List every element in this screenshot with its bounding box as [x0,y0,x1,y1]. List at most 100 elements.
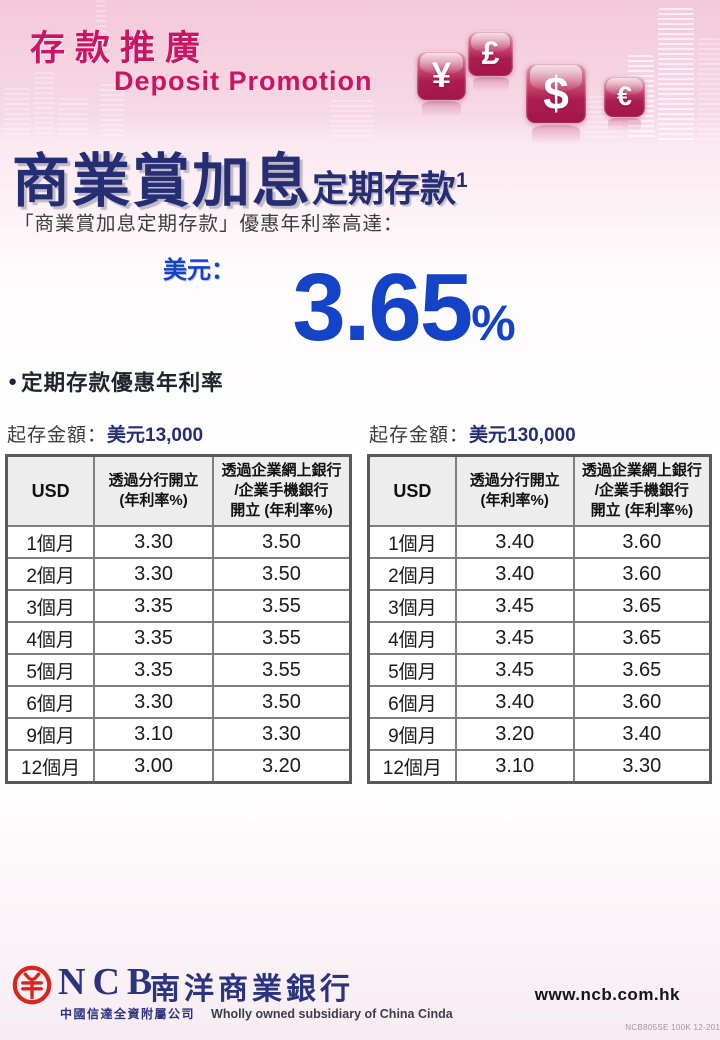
product-title: 商業賞加息 定期存款 1 [12,134,468,218]
rate-cell: 3.20 [211,749,352,784]
tenor-cell: 1個月 [367,525,457,559]
subsidiary-line: 中國信達全資附屬公司 Wholly owned subsidiary of Ch… [60,1005,453,1022]
rate-cell: 3.00 [93,749,214,784]
rate-cell: 3.65 [572,621,712,655]
section-title: 定期存款優惠年利率 [21,371,224,395]
rate-cell: 3.40 [572,717,712,751]
table-row: 3個月 3.35 3.55 [5,589,352,623]
rate-cell: 3.40 [454,525,575,559]
tenor-cell: 6個月 [5,685,96,719]
skyline-building [58,98,88,138]
skyline-building [330,100,374,140]
skyline-building [34,72,54,138]
rate-cell: 3.30 [93,685,214,719]
product-title-sub: 定期存款 [312,168,457,209]
col-header-currency: USD [367,454,457,527]
section-heading: ● 定期存款優惠年利率 [8,366,224,397]
table-row: 9個月 3.20 3.40 [367,717,712,751]
table-caption: 起存金額：美元13,000 [7,420,352,447]
rate-cell: 3.60 [572,557,712,591]
tenor-cell: 12個月 [367,749,457,784]
table-row: 5個月 3.45 3.65 [367,653,712,687]
skyline-building [658,8,694,140]
table-row: 1個月 3.40 3.60 [367,525,712,559]
table-row: 6個月 3.30 3.50 [5,685,352,719]
footnote-marker: 1 [456,169,468,192]
rate-cell: 3.30 [93,525,214,559]
euro-icon: € [604,76,645,132]
pound-icon: £ [468,31,513,92]
rate-cell: 3.10 [93,717,214,751]
rates-table: USD 透過分行開立 (年利率%) 透過企業網上銀行 /企業手機銀行 開立 (年… [367,454,712,784]
tenor-cell: 9個月 [5,717,96,751]
bank-abbr: NCB [58,961,160,1003]
rate-cell: 3.35 [93,621,214,655]
caption-prefix: 起存金額： [369,425,470,446]
rate-cell: 3.55 [211,621,352,655]
rate-table-usd-13000: 起存金額：美元13,000 USD 透過分行開立 (年利率%) 透過企業網上銀行… [5,420,352,784]
rate-cell: 3.45 [454,621,575,655]
campaign-title-en: Deposit Promotion [114,66,373,96]
table-caption: 起存金額：美元130,000 [369,420,712,447]
table-body: 1個月 3.30 3.50 2個月 3.30 3.50 3個月 3.35 3.55 4個月 3.35… [5,525,352,784]
rate-cell: 3.55 [211,589,352,623]
headline-rate: 3.65% [0,260,720,356]
table-row: 6個月 3.40 3.60 [367,685,712,719]
campaign-title-zh: 存款推廣 [30,29,211,68]
ncb-logo-icon [12,965,52,1005]
rate-cell: 3.45 [454,589,575,623]
skyline-building [100,84,124,138]
skyline-building [698,38,720,140]
table-row: 2個月 3.30 3.50 [5,557,352,591]
rate-cell: 3.50 [211,685,352,719]
bullet-icon: ● [8,373,18,390]
table-header-row: USD 透過分行開立 (年利率%) 透過企業網上銀行 /企業手機銀行 開立 (年… [5,454,352,527]
skyline-building [96,0,106,34]
tenor-cell: 2個月 [5,557,96,591]
tenor-cell: 5個月 [5,653,96,687]
headline-rate-unit: % [471,295,516,351]
tenor-cell: 3個月 [5,589,96,623]
tenor-cell: 6個月 [367,685,457,719]
rate-cell: 3.35 [93,653,214,687]
table-row: 5個月 3.35 3.55 [5,653,352,687]
table-row: 4個月 3.35 3.55 [5,621,352,655]
tenor-cell: 5個月 [367,653,457,687]
rate-cell: 3.30 [211,717,352,751]
col-header-online: 透過企業網上銀行 /企業手機銀行 開立 (年利率%) [211,454,352,527]
bank-name-zh: 南洋商業銀行 [150,973,354,1006]
rates-table: USD 透過分行開立 (年利率%) 透過企業網上銀行 /企業手機銀行 開立 (年… [5,454,352,784]
rate-cell: 3.35 [93,589,214,623]
subsidiary-zh: 中國信達全資附屬公司 [60,1007,196,1021]
caption-prefix: 起存金額： [7,425,108,446]
caption-amount: 美元130,000 [469,425,576,446]
rate-cell: 3.45 [454,653,575,687]
website-link[interactable]: www.ncb.com.hk [534,985,680,1004]
print-code: NCB805SE 100K 12-2016 [625,1023,720,1032]
rate-cell: 3.65 [572,653,712,687]
rate-cell: 3.10 [454,749,575,784]
table-row: 3個月 3.45 3.65 [367,589,712,623]
promo-tagline: 「商業賞加息定期存款」優惠年利率高達： [14,213,404,235]
yen-icon: ¥ [417,51,466,118]
tenor-cell: 4個月 [367,621,457,655]
col-header-branch: 透過分行開立 (年利率%) [454,454,575,527]
footer: NCB 南洋商業銀行 中國信達全資附屬公司 Wholly owned subsi… [0,948,720,1040]
headline-rate-value: 3.65 [292,254,473,361]
table-header-row: USD 透過分行開立 (年利率%) 透過企業網上銀行 /企業手機銀行 開立 (年… [367,454,712,527]
rate-cell: 3.55 [211,653,352,687]
rate-cell: 3.40 [454,557,575,591]
table-row: 9個月 3.10 3.30 [5,717,352,751]
table-row: 12個月 3.00 3.20 [5,749,352,784]
rate-cell: 3.40 [454,685,575,719]
table-row: 4個月 3.45 3.65 [367,621,712,655]
table-body: 1個月 3.40 3.60 2個月 3.40 3.60 3個月 3.45 3.65 4個月 3.45… [367,525,712,784]
subsidiary-en: Wholly owned subsidiary of China Cinda [211,1007,453,1021]
table-row: 2個月 3.40 3.60 [367,557,712,591]
tenor-cell: 12個月 [5,749,96,784]
rate-cell: 3.20 [454,717,575,751]
rate-cell: 3.30 [93,557,214,591]
rate-cell: 3.30 [572,749,712,784]
rate-cell: 3.50 [211,557,352,591]
